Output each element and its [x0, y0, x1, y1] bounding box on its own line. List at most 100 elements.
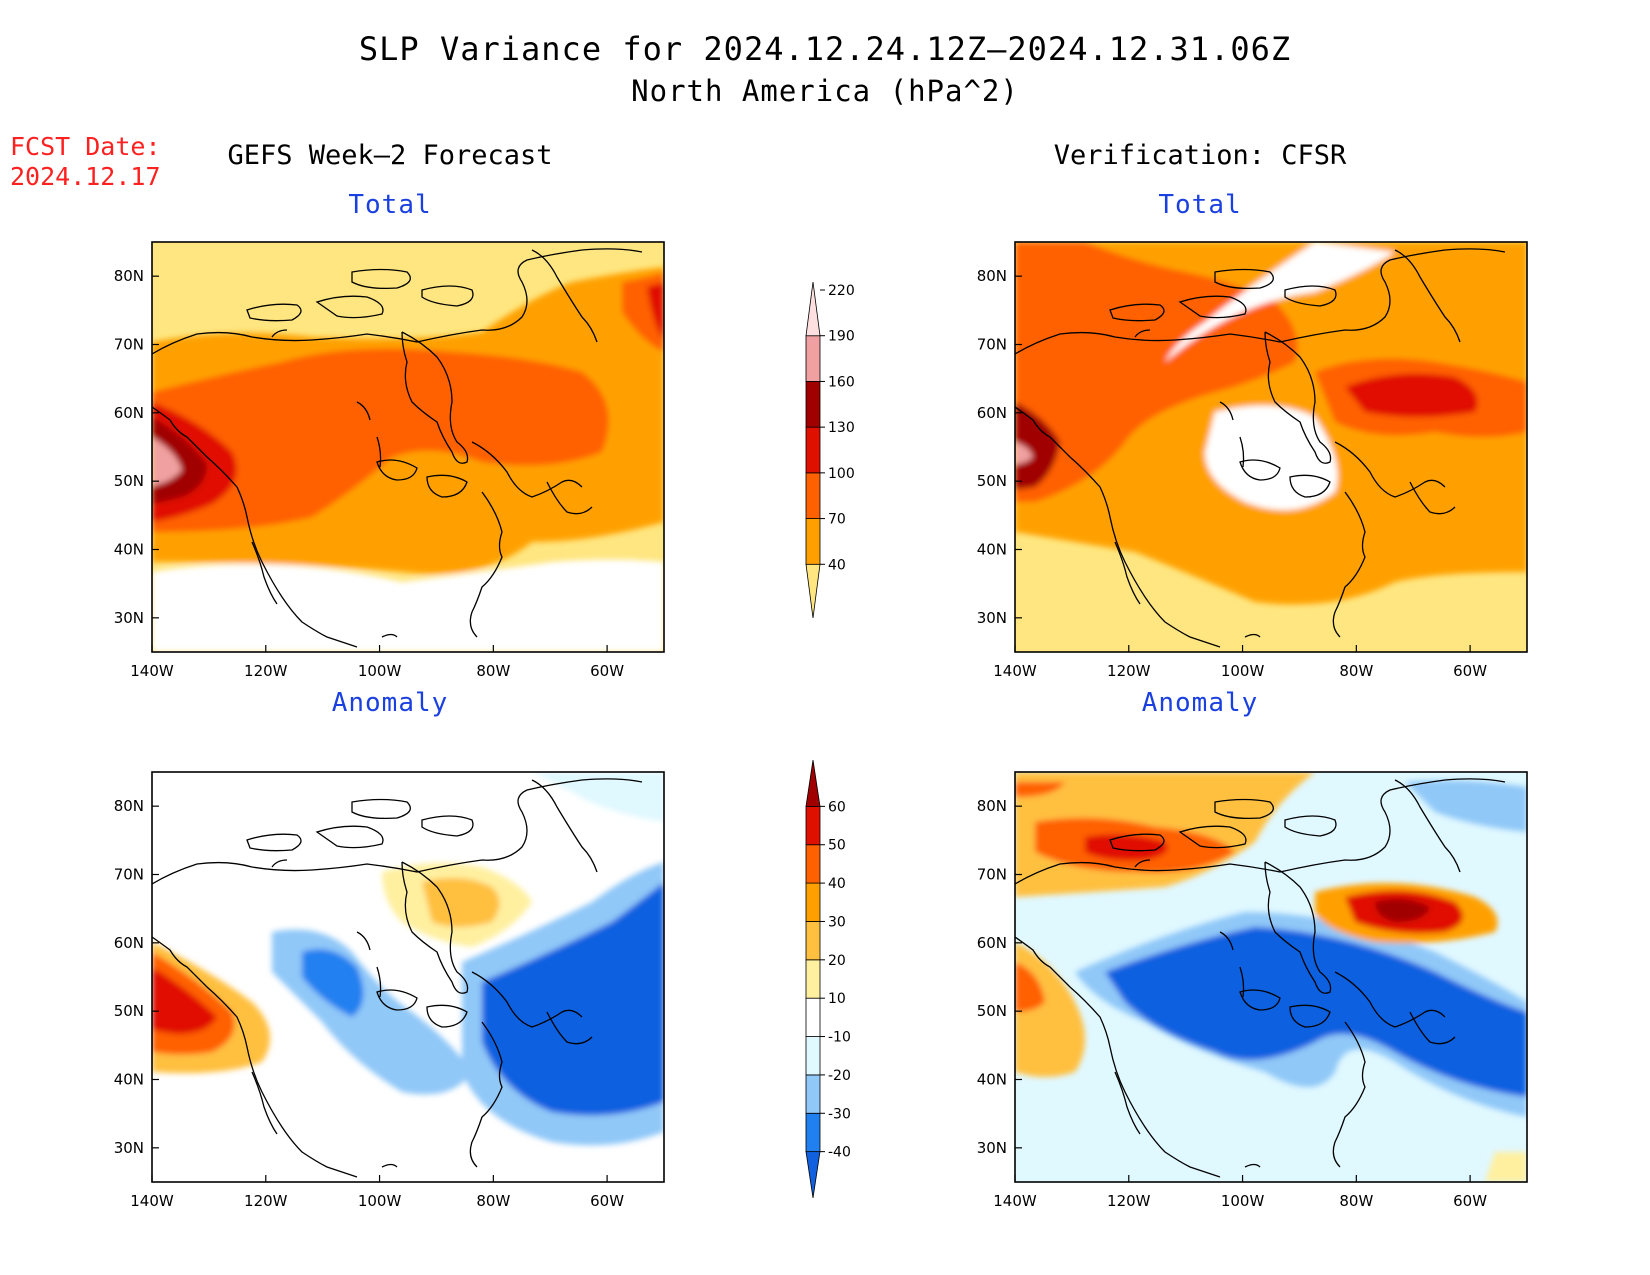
- shaded-region: [152, 559, 664, 652]
- lat-tick-label: 70N: [977, 866, 1007, 884]
- shaded-region: [1165, 242, 1395, 362]
- lon-tick-label: 60W: [590, 662, 624, 680]
- lat-tick-label: 70N: [114, 336, 144, 354]
- colorbar-swatch: [805, 281, 821, 337]
- shaded-region: [1345, 373, 1478, 417]
- colorbar-swatch: [805, 426, 821, 474]
- lon-tick-label: 100W: [1221, 1192, 1265, 1210]
- panel-title-fc-anom: Anomaly: [331, 688, 449, 718]
- shaded-region: [482, 882, 664, 1116]
- shaded-region: [1015, 402, 1060, 490]
- colorbar-swatch: [805, 759, 821, 807]
- map-panel-ver-total: 140W 120W 100W 80W 60W 30N 40N 50N 60N 70N 80N: [977, 241, 1528, 680]
- shaded-region: [1015, 442, 1033, 464]
- colorbar-label: -40: [828, 1145, 851, 1161]
- colorbar-label: 160: [828, 374, 855, 390]
- lon-tick-label: 100W: [1221, 662, 1265, 680]
- lat-tick-label: 40N: [977, 541, 1007, 559]
- lat-tick-label: 30N: [114, 609, 144, 627]
- lat-tick-label: 40N: [114, 1071, 144, 1089]
- colorbar-swatch: [805, 518, 821, 565]
- colorbar-label: 130: [828, 420, 855, 436]
- lon-tick-label: 120W: [244, 662, 288, 680]
- map-panel-ver-anom: 140W 120W 100W 80W 60W 30N 40N 50N 60N 70N 80N: [977, 771, 1528, 1210]
- colorbar-swatch: [805, 335, 821, 382]
- lon-tick-label: 140W: [993, 1192, 1037, 1210]
- lon-tick-label: 60W: [590, 1192, 624, 1210]
- colorbar-swatch: [805, 921, 821, 961]
- shaded-region: [302, 949, 364, 1017]
- colorbar-label: 70: [828, 512, 846, 528]
- lat-tick-label: 50N: [977, 1002, 1007, 1020]
- shaded-region: [1015, 782, 1065, 797]
- shaded-region: [1375, 898, 1430, 922]
- colorbar-label: 60: [828, 799, 846, 815]
- colorbar-swatch: [805, 805, 821, 846]
- lat-tick-label: 40N: [977, 1071, 1007, 1089]
- lat-tick-label: 50N: [114, 1002, 144, 1020]
- main-subtitle: North America (hPa^2): [631, 74, 1019, 108]
- shaded-region: [152, 437, 182, 486]
- lon-tick-label: 80W: [1339, 1192, 1373, 1210]
- colorbar-swatch: [805, 959, 821, 999]
- lat-tick-label: 70N: [977, 336, 1007, 354]
- colorbar-label: 190: [828, 329, 855, 345]
- lon-tick-label: 100W: [358, 1192, 402, 1210]
- lon-tick-label: 80W: [476, 1192, 510, 1210]
- lon-tick-label: 120W: [1107, 1192, 1151, 1210]
- shaded-region: [1485, 1152, 1527, 1182]
- colorbar-label: 40: [828, 557, 846, 573]
- lat-tick-label: 50N: [977, 472, 1007, 490]
- lat-tick-label: 40N: [114, 541, 144, 559]
- shaded-region: [1015, 962, 1045, 1012]
- colorbar-label: 30: [828, 914, 846, 930]
- colorbar-anomaly: -40 -30 -20 -10 10 20 30 40 50 60: [805, 759, 851, 1199]
- lat-tick-label: 70N: [114, 866, 144, 884]
- lon-tick-label: 60W: [1453, 662, 1487, 680]
- lat-tick-label: 30N: [977, 1139, 1007, 1157]
- colorbar-swatch: [805, 844, 821, 884]
- fcst-date-label: FCST Date:: [10, 132, 161, 161]
- column-title-verification: Verification: CFSR: [1053, 140, 1347, 171]
- colorbar-label: 220: [828, 283, 855, 299]
- colorbar-label: -20: [828, 1068, 851, 1084]
- shaded-region: [1405, 780, 1527, 832]
- lat-tick-label: 60N: [977, 934, 1007, 952]
- fcst-date-value: 2024.12.17: [10, 162, 161, 191]
- shaded-region: [152, 417, 207, 504]
- colorbar-swatch: [805, 997, 821, 1037]
- colorbar-swatch: [805, 563, 821, 619]
- lon-tick-label: 60W: [1453, 1192, 1487, 1210]
- colorbar-swatch: [805, 882, 821, 922]
- lat-tick-label: 60N: [114, 934, 144, 952]
- colorbar-swatch: [805, 1074, 821, 1114]
- colorbar-swatch: [805, 381, 821, 428]
- map-panel-fc-anom: 140W 120W 100W 80W 60W 30N 40N 50N 60N 70N 80N: [114, 771, 665, 1210]
- panel-title-ver-total: Total: [1158, 190, 1242, 220]
- map-frame: [151, 241, 665, 653]
- colorbar-label: 20: [828, 953, 846, 969]
- lat-tick-label: 30N: [114, 1139, 144, 1157]
- shaded-region: [152, 348, 609, 532]
- colorbar-label: 40: [828, 876, 846, 892]
- colorbar-label: 10: [828, 991, 846, 1007]
- lon-tick-label: 100W: [358, 662, 402, 680]
- shaded-region: [532, 772, 664, 822]
- colorbar-swatch: [805, 1112, 821, 1153]
- shaded-region: [152, 967, 217, 1034]
- lon-tick-label: 80W: [1339, 662, 1373, 680]
- colorbar-label: 50: [828, 838, 846, 854]
- lat-tick-label: 80N: [114, 267, 144, 285]
- panel-title-ver-anom: Anomaly: [1141, 688, 1259, 718]
- shaded-region: [1085, 834, 1168, 861]
- shaded-region: [647, 282, 664, 342]
- lon-tick-label: 140W: [130, 1192, 174, 1210]
- lon-tick-label: 140W: [993, 662, 1037, 680]
- main-title: SLP Variance for 2024.12.24.12Z–2024.12.…: [358, 30, 1292, 68]
- lon-tick-label: 120W: [1107, 662, 1151, 680]
- lat-tick-label: 60N: [114, 404, 144, 422]
- lon-tick-label: 140W: [130, 662, 174, 680]
- shaded-region: [1105, 927, 1527, 1097]
- column-title-forecast: GEFS Week–2 Forecast: [227, 140, 553, 171]
